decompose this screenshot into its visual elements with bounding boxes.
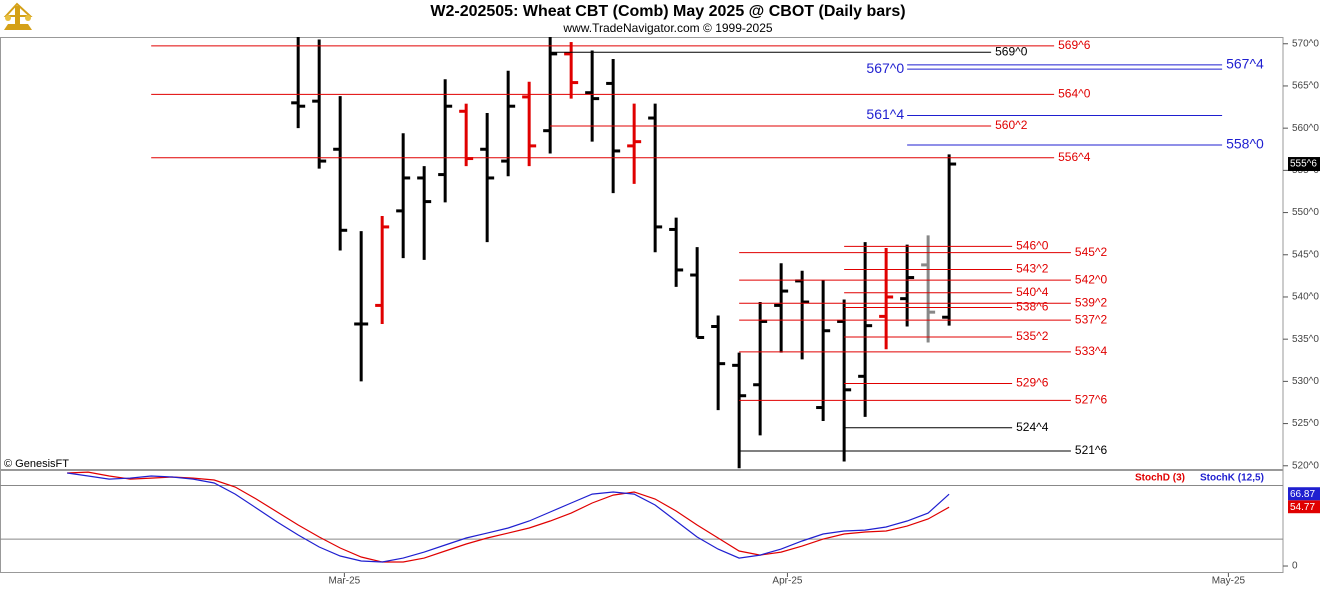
level-label: 556^4 xyxy=(1058,150,1091,164)
level-label: 561^4 xyxy=(866,106,904,122)
level-label: 529^6 xyxy=(1016,376,1049,390)
last-value-box xyxy=(1288,500,1320,514)
last-value-box xyxy=(1288,487,1320,501)
level-label: 567^4 xyxy=(1226,56,1264,72)
y-tick-label: 565^0 xyxy=(1292,81,1319,92)
level-label: 567^0 xyxy=(866,60,904,76)
level-label: 560^2 xyxy=(995,118,1028,132)
level-label: 537^2 xyxy=(1075,312,1108,326)
stoch-line xyxy=(67,471,950,563)
level-label: 533^4 xyxy=(1075,344,1108,358)
y-tick-label: 535^0 xyxy=(1292,334,1319,345)
level-label: 558^0 xyxy=(1226,136,1264,152)
legend-entry: StochD (3) xyxy=(1135,473,1185,484)
level-label: 545^2 xyxy=(1075,245,1108,259)
y-tick-label: 525^0 xyxy=(1292,418,1319,429)
y-tick-label: 545^0 xyxy=(1292,249,1319,260)
level-label: 569^0 xyxy=(995,44,1028,58)
x-tick-label: Mar-25 xyxy=(329,576,361,587)
level-label: 542^0 xyxy=(1075,272,1108,286)
y-tick-label: 0 xyxy=(1292,561,1298,572)
y-tick-label: 520^0 xyxy=(1292,460,1319,471)
x-tick-label: May-25 xyxy=(1212,576,1246,587)
x-tick-label: Apr-25 xyxy=(772,576,802,587)
level-label: 535^2 xyxy=(1016,329,1049,343)
y-tick-label: 550^0 xyxy=(1292,207,1319,218)
level-label: 521^6 xyxy=(1075,443,1108,457)
y-tick-label: 540^0 xyxy=(1292,292,1319,303)
y-tick-label: 570^0 xyxy=(1292,38,1319,49)
level-label: 524^4 xyxy=(1016,420,1049,434)
credit: © GenesisFT xyxy=(4,458,69,470)
stoch-panel-frame xyxy=(0,470,1284,573)
level-label: 543^2 xyxy=(1016,262,1049,276)
last-value-label: 66.87 xyxy=(1290,489,1315,500)
last-price-label: 555^6 xyxy=(1290,159,1317,170)
last-value-label: 54.77 xyxy=(1290,502,1315,513)
last-price-box xyxy=(1288,157,1320,172)
chart-subtitle: www.TradeNavigator.com © 1999-2025 xyxy=(562,21,772,35)
logo xyxy=(3,2,33,30)
level-label: 569^6 xyxy=(1058,38,1091,52)
level-label: 564^0 xyxy=(1058,87,1091,101)
chart-title: W2-202505: Wheat CBT (Comb) May 2025 @ C… xyxy=(430,3,905,20)
y-tick-label: 530^0 xyxy=(1292,376,1319,387)
level-label: 540^4 xyxy=(1016,285,1049,299)
stoch-line xyxy=(67,472,950,563)
legend-entry: StochK (12,5) xyxy=(1200,473,1264,484)
level-label: 539^2 xyxy=(1075,295,1108,309)
level-label: 538^6 xyxy=(1016,300,1049,314)
y-tick-label: 560^0 xyxy=(1292,123,1319,134)
level-label: 527^6 xyxy=(1075,393,1108,407)
level-label: 546^0 xyxy=(1016,238,1049,252)
main-panel-frame xyxy=(0,37,1284,470)
